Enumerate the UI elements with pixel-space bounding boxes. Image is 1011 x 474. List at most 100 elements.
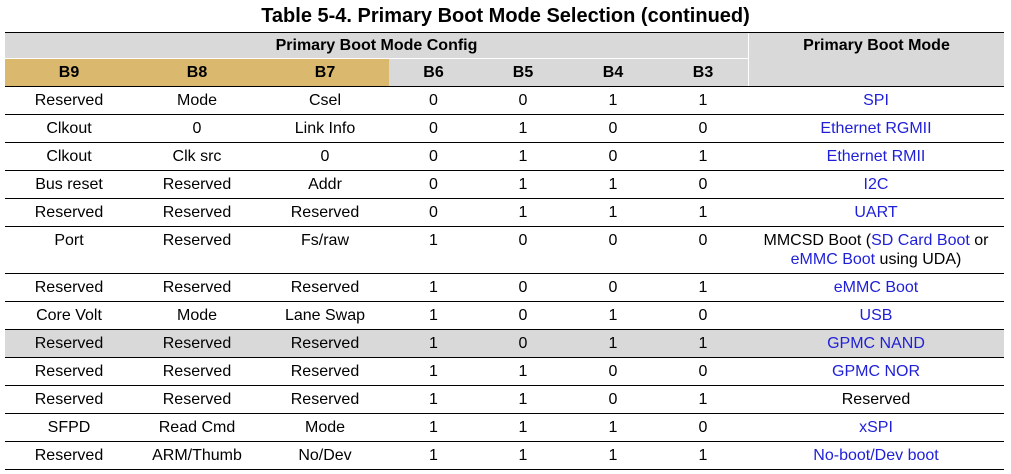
table-row: Reserved Reserved Reserved 1 0 0 1 eMMC Boot bbox=[5, 274, 1004, 302]
boot-mode-line: I2C bbox=[748, 175, 1004, 194]
bit-column-headers: B9 B8 B7 B6 B5 B4 B3 bbox=[5, 59, 748, 86]
boot-mode-link[interactable]: I2C bbox=[863, 176, 889, 193]
cell-b5: 1 bbox=[518, 176, 528, 193]
cell-b5: 1 bbox=[518, 148, 528, 165]
cell-b8: 0 bbox=[192, 120, 202, 137]
boot-mode-line: GPMC NAND bbox=[748, 334, 1004, 353]
boot-mode-text: MMCSD Boot ( bbox=[763, 232, 872, 249]
table-row: Reserved Mode Csel 0 0 1 1 SPI bbox=[5, 87, 1004, 115]
cell-b7: Fs/raw bbox=[301, 232, 349, 249]
cell-b9: Port bbox=[54, 232, 84, 249]
config-group-header: Primary Boot Mode Config bbox=[5, 33, 748, 59]
boot-mode-link[interactable]: xSPI bbox=[859, 419, 893, 436]
cell-b8: Reserved bbox=[162, 335, 232, 352]
cell-b3: 0 bbox=[698, 120, 708, 137]
cell-b4: 0 bbox=[608, 148, 618, 165]
cell-b4: 0 bbox=[608, 363, 618, 380]
cell-b4: 0 bbox=[608, 120, 618, 137]
cell-b5: 0 bbox=[518, 279, 528, 296]
cell-b6: 1 bbox=[429, 391, 438, 408]
boot-mode-cell: UART bbox=[748, 199, 1004, 226]
boot-mode-line: Reserved bbox=[748, 390, 1004, 409]
column-header-b3: B3 bbox=[658, 59, 748, 86]
cell-b4: 1 bbox=[608, 176, 618, 193]
boot-mode-text: using UDA) bbox=[875, 251, 962, 268]
boot-mode-link[interactable]: GPMC NOR bbox=[832, 363, 920, 380]
cell-b6: 1 bbox=[429, 335, 438, 352]
boot-mode-cell: Ethernet RGMII bbox=[748, 115, 1004, 142]
boot-mode-link[interactable]: No-boot/Dev boot bbox=[813, 447, 939, 464]
boot-mode-link[interactable]: Ethernet RGMII bbox=[820, 120, 932, 137]
cell-b3: 1 bbox=[698, 335, 708, 352]
cell-b7: No/Dev bbox=[298, 447, 352, 464]
boot-mode-link[interactable]: SD Card Boot bbox=[871, 232, 970, 249]
boot-mode-link[interactable]: SPI bbox=[863, 92, 889, 109]
cell-b3: 0 bbox=[698, 307, 708, 324]
table-header: Primary Boot Mode Config B9 B8 B7 B6 B5 B4 B3 … bbox=[5, 33, 1004, 87]
cell-b7: Reserved bbox=[290, 363, 360, 380]
cell-b3: 1 bbox=[698, 148, 708, 165]
table-row: Clkout Clk src 0 0 1 0 1 Ethernet RMII bbox=[5, 143, 1004, 171]
cell-b4: 1 bbox=[608, 419, 618, 436]
cell-b4: 0 bbox=[608, 279, 618, 296]
cell-b5: 0 bbox=[518, 335, 528, 352]
boot-mode-text: or bbox=[969, 232, 989, 249]
cell-b8: Mode bbox=[176, 307, 218, 324]
cell-b7: Mode bbox=[304, 419, 346, 436]
cell-b6: 0 bbox=[429, 176, 438, 193]
table-title: Table 5-4. Primary Boot Mode Selection (… bbox=[261, 5, 750, 27]
cell-b5: 1 bbox=[518, 391, 528, 408]
cell-b3: 1 bbox=[698, 279, 708, 296]
table-body: Reserved Mode Csel 0 0 1 1 SPI Clkout 0 Link Info 0… bbox=[5, 87, 1004, 470]
cell-b5: 1 bbox=[518, 447, 528, 464]
cell-b9: Bus reset bbox=[35, 176, 103, 193]
table-row: Bus reset Reserved Addr 0 1 1 0 I2C bbox=[5, 171, 1004, 199]
cell-b8: Reserved bbox=[162, 176, 232, 193]
cell-b8: Clk src bbox=[172, 148, 222, 165]
boot-mode-cell: eMMC Boot bbox=[748, 274, 1004, 301]
boot-mode-table: Primary Boot Mode Config B9 B8 B7 B6 B5 B4 B3 … bbox=[5, 32, 1004, 470]
cell-b3: 1 bbox=[698, 204, 708, 221]
cell-b3: 1 bbox=[698, 447, 708, 464]
boot-mode-header: Primary Boot Mode bbox=[748, 33, 1004, 86]
cell-b5: 1 bbox=[518, 204, 528, 221]
cell-b9: Clkout bbox=[46, 148, 92, 165]
cell-b5: 0 bbox=[518, 92, 528, 109]
boot-mode-line: SPI bbox=[748, 91, 1004, 110]
boot-mode-link[interactable]: UART bbox=[854, 204, 898, 221]
boot-mode-cell: SPI bbox=[748, 87, 1004, 114]
cell-b9: Reserved bbox=[34, 92, 104, 109]
table-row: Port Reserved Fs/raw 1 0 0 0 MMCSD Boot (SD Car… bbox=[5, 227, 1004, 274]
boot-mode-link[interactable]: Ethernet RMII bbox=[826, 148, 926, 165]
table-row: Reserved Reserved Reserved 1 1 0 0 GPMC NOR bbox=[5, 358, 1004, 386]
cell-b6: 0 bbox=[429, 148, 438, 165]
cell-b4: 0 bbox=[608, 391, 618, 408]
cell-b4: 1 bbox=[608, 447, 618, 464]
boot-mode-line: Ethernet RGMII bbox=[748, 119, 1004, 138]
cell-b4: 1 bbox=[608, 204, 618, 221]
cell-b3: 0 bbox=[698, 419, 708, 436]
cell-b9: Clkout bbox=[46, 120, 92, 137]
boot-mode-cell: GPMC NAND bbox=[748, 330, 1004, 357]
cell-b6: 1 bbox=[429, 307, 438, 324]
cell-b3: 0 bbox=[698, 363, 708, 380]
boot-mode-link[interactable]: eMMC Boot bbox=[790, 251, 876, 268]
cell-b7: 0 bbox=[320, 148, 330, 165]
boot-mode-text: Reserved bbox=[841, 391, 911, 408]
column-header-b4: B4 bbox=[568, 59, 658, 86]
boot-mode-cell: MMCSD Boot (SD Card Boot or eMMC Boot usi… bbox=[748, 227, 1004, 273]
boot-mode-link[interactable]: eMMC Boot bbox=[833, 279, 919, 296]
cell-b6: 1 bbox=[429, 279, 438, 296]
boot-mode-link[interactable]: GPMC NAND bbox=[827, 335, 925, 352]
column-header-b5: B5 bbox=[478, 59, 568, 86]
cell-b3: 1 bbox=[698, 391, 708, 408]
boot-mode-line: GPMC NOR bbox=[748, 362, 1004, 381]
boot-mode-line: eMMC Boot bbox=[748, 278, 1004, 297]
cell-b8: Reserved bbox=[162, 391, 232, 408]
cell-b6: 1 bbox=[429, 447, 438, 464]
boot-mode-link[interactable]: USB bbox=[859, 307, 893, 324]
cell-b9: Reserved bbox=[34, 447, 104, 464]
cell-b4: 1 bbox=[608, 335, 618, 352]
table-row: Reserved Reserved Reserved 1 1 0 1 Reserved bbox=[5, 386, 1004, 414]
config-header-group: Primary Boot Mode Config B9 B8 B7 B6 B5 B4 B3 bbox=[5, 33, 748, 86]
